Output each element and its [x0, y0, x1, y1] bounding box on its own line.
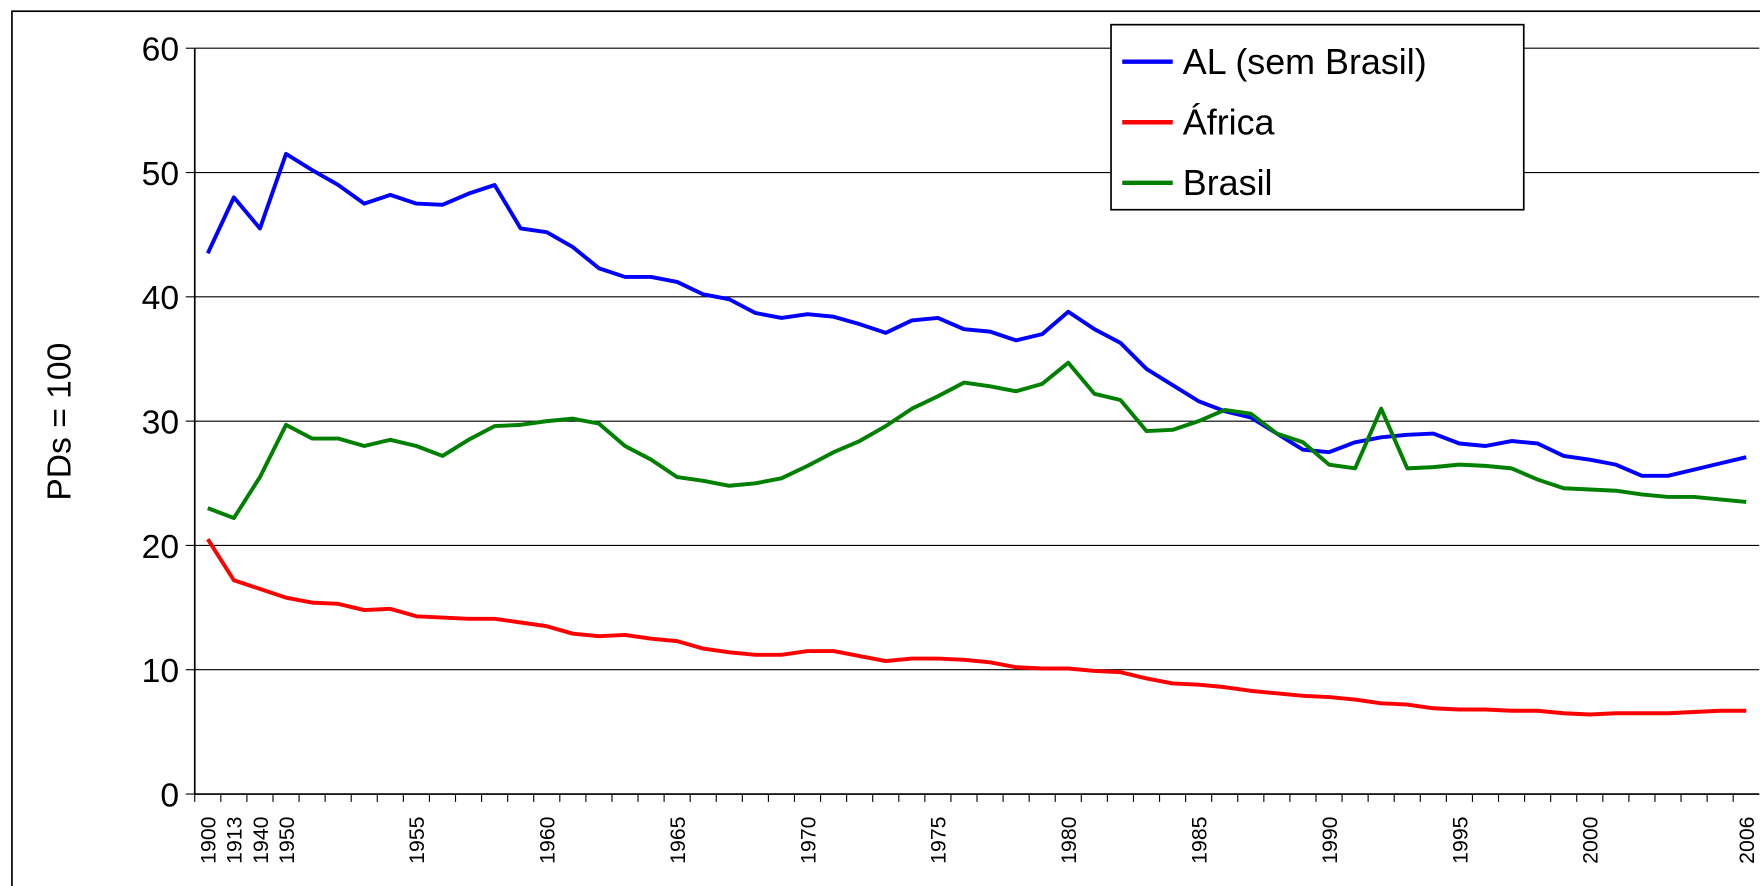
x-tick-label: 1960: [536, 816, 560, 864]
x-tick-label: 1975: [927, 816, 951, 863]
x-tick-label: 1955: [405, 816, 429, 863]
y-axis-title: PDs = 100: [41, 343, 78, 501]
y-tick-label: 50: [142, 156, 179, 193]
x-tick-label: 1995: [1448, 816, 1472, 863]
legend-label: AL (sem Brasil): [1183, 42, 1427, 82]
x-tick-label: 1980: [1057, 816, 1081, 864]
y-tick-label: 20: [142, 529, 179, 566]
x-tick-label: 2006: [1735, 816, 1759, 863]
x-tick-label: 2000: [1579, 816, 1603, 864]
x-tick-label: 1950: [275, 816, 299, 864]
chart-frame: [11, 10, 1760, 886]
y-tick-label: 30: [142, 404, 179, 441]
y-tick-label: 40: [142, 280, 179, 317]
x-tick-label: 1970: [796, 816, 820, 864]
line-series: [206, 151, 1747, 478]
x-tick-label: 1913: [223, 816, 247, 863]
x-tick-label: 1985: [1188, 816, 1212, 863]
x-tick-label: 1965: [666, 816, 690, 863]
x-tick-label: 1900: [197, 816, 221, 864]
legend: AL (sem Brasil) África Brasil: [1110, 23, 1525, 211]
line-series: [207, 360, 1747, 521]
legend-box: [1110, 23, 1525, 211]
y-tick-label: 10: [142, 653, 179, 690]
line-series: [206, 538, 1747, 717]
x-tick-label: 1990: [1318, 816, 1342, 864]
y-tick-label: 60: [142, 32, 179, 69]
legend-label: Brasil: [1183, 163, 1273, 203]
y-tick-label: 0: [160, 777, 179, 814]
legend-label: África: [1183, 103, 1275, 143]
x-tick-label: 1940: [249, 816, 273, 864]
